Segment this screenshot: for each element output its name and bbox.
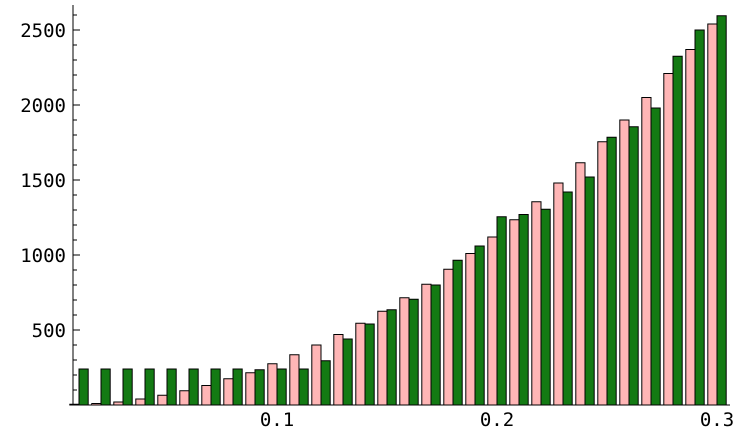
bar-s2-29: [694, 29, 705, 406]
bar-s1-10: [267, 363, 278, 406]
bars-layer: [69, 15, 727, 406]
tick-labels-layer: 500 1000 1500 2000 2500 0.1 0.2 0.3: [20, 20, 734, 429]
bar-s2-3: [122, 368, 133, 406]
bar-s2-24: [584, 176, 595, 406]
bar-s1-20: [487, 236, 498, 406]
bar-s1-14: [355, 322, 366, 406]
bar-s1-13: [333, 334, 344, 406]
bar-s1-11: [289, 354, 300, 406]
bar-s1-9: [245, 372, 256, 406]
bar-s1-16: [399, 297, 410, 406]
bar-s1-7: [201, 385, 212, 406]
bar-s1-26: [619, 119, 630, 406]
x-tick-label-0.1: 0.1: [260, 409, 294, 429]
bar-s2-22: [540, 208, 551, 406]
bar-s2-28: [672, 55, 683, 406]
bar-s2-25: [606, 136, 617, 406]
bar-s1-24: [575, 162, 586, 406]
bar-s2-30: [716, 15, 727, 406]
bar-s1-15: [377, 310, 388, 406]
bar-s1-18: [443, 268, 454, 406]
bar-s1-21: [509, 219, 520, 406]
bar-s2-5: [166, 368, 177, 406]
bar-s2-1: [78, 368, 89, 406]
bar-s1-23: [553, 182, 564, 406]
bar-s1-19: [465, 253, 476, 406]
bar-s2-21: [518, 214, 529, 406]
x-tick-label-0.3: 0.3: [700, 409, 734, 429]
bar-s1-25: [597, 141, 608, 406]
bar-s1-12: [311, 344, 322, 406]
bar-s1-22: [531, 201, 542, 406]
bar-s1-28: [663, 73, 674, 406]
bar-s2-2: [100, 368, 111, 406]
bar-s2-15: [386, 309, 397, 406]
bar-s1-4: [135, 398, 146, 406]
y-tick-label-500: 500: [32, 320, 66, 342]
bar-s1-17: [421, 283, 432, 406]
bar-s2-26: [628, 126, 639, 406]
bar-s1-29: [685, 49, 696, 406]
bar-s2-27: [650, 107, 661, 406]
y-tick-label-2500: 2500: [20, 20, 66, 42]
bar-s2-13: [342, 338, 353, 406]
x-tick-label-0.2: 0.2: [480, 409, 514, 429]
bar-s1-5: [157, 394, 168, 406]
bar-s1-30: [707, 23, 718, 406]
bar-s2-20: [496, 216, 507, 406]
bar-s2-6: [188, 368, 199, 406]
bar-s2-11: [298, 368, 309, 406]
y-tick-label-2000: 2000: [20, 95, 66, 117]
bar-s2-18: [452, 259, 463, 406]
bar-s2-23: [562, 191, 573, 406]
bar-s2-7: [210, 368, 221, 406]
bar-s2-4: [144, 368, 155, 406]
bar-s1-6: [179, 390, 190, 406]
bar-s2-14: [364, 323, 375, 406]
bar-s2-19: [474, 245, 485, 406]
ticks-layer: [73, 14, 718, 405]
bar-s2-12: [320, 360, 331, 406]
y-tick-label-1000: 1000: [20, 245, 66, 267]
bar-s2-8: [232, 368, 243, 406]
y-tick-label-1500: 1500: [20, 170, 66, 192]
bar-s2-16: [408, 298, 419, 406]
bar-s2-10: [276, 368, 287, 406]
bar-s1-27: [641, 97, 652, 406]
bar-s2-17: [430, 284, 441, 406]
bar-s2-9: [254, 369, 265, 406]
bar-s1-8: [223, 378, 234, 406]
